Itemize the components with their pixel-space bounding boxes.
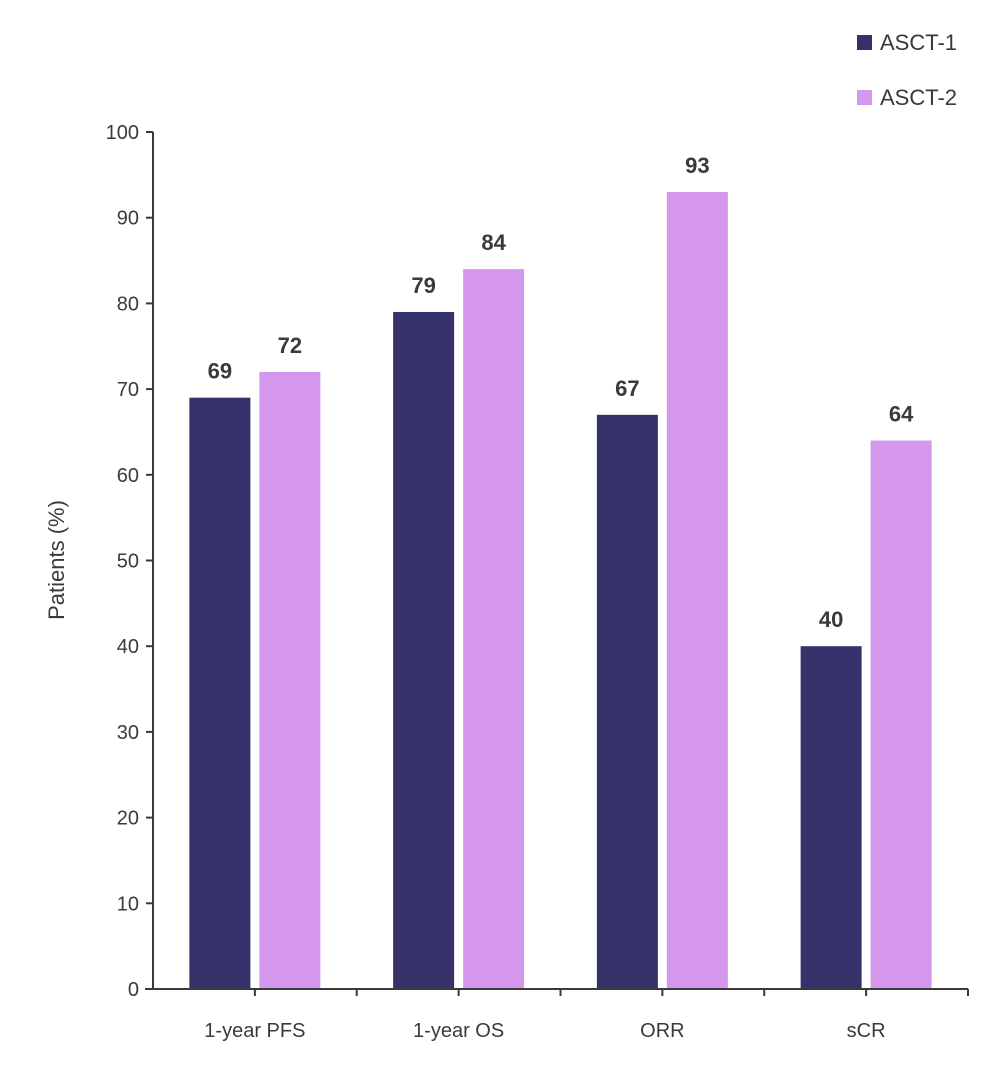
data-label: 84: [481, 230, 506, 255]
bar-asct-1: [596, 414, 658, 989]
y-tick-label: 60: [117, 465, 139, 487]
y-tick-label: 70: [117, 379, 139, 401]
x-tick-label: sCR: [847, 1020, 886, 1042]
x-tick-label: 1-year OS: [413, 1020, 504, 1042]
data-label: 64: [889, 402, 914, 427]
legend-label: ASCT-2: [880, 85, 957, 110]
y-tick-label: 80: [117, 293, 139, 315]
data-label: 69: [208, 359, 232, 384]
legend: ASCT-1 ASCT-2: [857, 30, 957, 110]
bar-asct-1: [800, 646, 862, 989]
data-label: 79: [411, 273, 435, 298]
y-tick-label: 0: [128, 979, 139, 1001]
y-tick-label: 90: [117, 208, 139, 230]
x-axis: 1-year PFS 1-year OS ORR sCR: [145, 988, 969, 1042]
bar-asct-2: [870, 440, 932, 989]
legend-swatch-asct-1: [857, 35, 872, 50]
y-tick-label: 50: [117, 551, 139, 573]
bar-asct-1: [189, 397, 251, 989]
data-label: 72: [278, 333, 302, 358]
bar-asct-2: [259, 371, 321, 990]
bar-asct-2: [666, 191, 728, 990]
bar-asct-2: [463, 269, 525, 989]
y-axis-title: Patients (%): [44, 500, 69, 620]
bar-asct-1: [393, 311, 455, 990]
x-tick-label: 1-year PFS: [204, 1020, 305, 1042]
y-tick-label: 100: [106, 122, 139, 144]
y-tick-label: 20: [117, 808, 139, 830]
y-tick-label: 10: [117, 893, 139, 915]
data-label: 93: [685, 153, 709, 178]
y-tick-label: 40: [117, 636, 139, 658]
legend-swatch-asct-2: [857, 90, 872, 105]
data-label: 67: [615, 376, 639, 401]
bars: 69 72 79 84 67 93 40 64: [189, 153, 932, 990]
legend-label: ASCT-1: [880, 30, 957, 55]
x-tick-label: ORR: [640, 1020, 684, 1042]
data-label: 40: [819, 607, 843, 632]
y-axis: 0 10 20 30 40 50 60 70 80 90 100: [106, 122, 154, 1001]
y-tick-label: 30: [117, 722, 139, 744]
